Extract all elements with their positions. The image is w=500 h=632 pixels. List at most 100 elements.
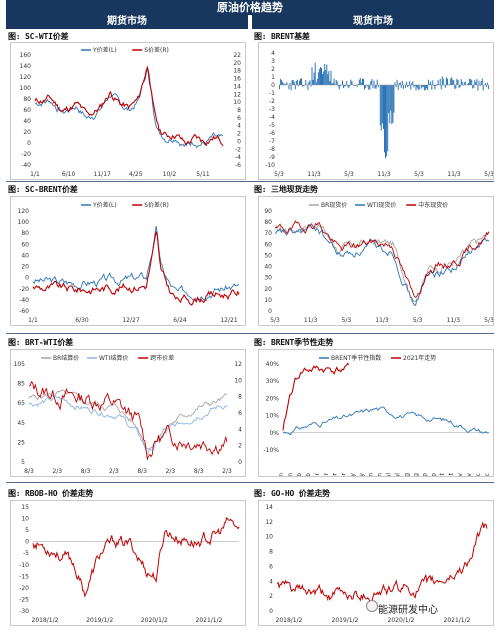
brt-wti-yl-tick-5: 5: [21, 459, 25, 466]
basis-bar: [311, 67, 313, 85]
basis-bar: [479, 85, 481, 86]
goho-x-tick-3: 2021/1/2: [444, 617, 471, 624]
chart-brt-wti: BR结算价 WTI结算价 跨市价差 105 85 65 45 25 5 12 10 8 6 4 2 0 8/3 2…: [10, 349, 246, 477]
brent-basis-x-tick-0: 5/3: [274, 171, 284, 178]
basis-bar: [322, 74, 323, 85]
season-x-tick-21: Nov: [466, 473, 473, 476]
spot-x-tick-2: 5/3: [342, 317, 352, 324]
basis-bar: [288, 85, 290, 90]
basis-bar: [468, 82, 469, 85]
basis-bar: [397, 85, 399, 90]
brt-wti-x-tick-0: 8/3: [24, 468, 34, 475]
basis-bar: [375, 85, 377, 89]
season-legend-1: 2021年走势: [403, 354, 436, 362]
spot-legend-1: WTI现货价: [367, 201, 396, 209]
season-x-tick-7: Apr: [341, 472, 348, 476]
series-2021: [282, 362, 350, 431]
basis-bar: [294, 85, 296, 90]
basis-bar: [471, 79, 473, 85]
basis-bar: [303, 85, 305, 87]
spot-legend-0: BR现货价: [321, 201, 347, 209]
brt-wti-yl-tick-4: 25: [17, 439, 25, 446]
basis-bar: [347, 85, 349, 87]
season-x-tick-2: Feb: [296, 473, 303, 476]
basis-bar: [345, 85, 347, 87]
basis-bar: [334, 84, 336, 85]
series-go-ho: [276, 521, 488, 603]
brent-basis-y-tick-12: -8: [269, 146, 275, 153]
basis-bar: [350, 79, 352, 85]
basis-bar: [355, 84, 357, 85]
basis-bar: [439, 78, 441, 85]
goho-y-tick-4: 6: [269, 563, 273, 570]
brent-basis-x-tick-2: 5/3: [344, 171, 354, 178]
sc-wti-yr-tick-2: 18: [233, 68, 241, 75]
season-x-tick-20: Nov: [457, 473, 464, 476]
basis-bar: [402, 85, 404, 89]
basis-bar: [384, 85, 385, 153]
chart-sc-wti: Y价差(L) S价差(R) 160 140 120 100 80 60 40 20 0 -20 -40 2…: [10, 42, 246, 180]
basis-bar: [449, 84, 451, 85]
season-x-tick-0: Jan: [278, 473, 285, 476]
basis-bar: [461, 81, 463, 85]
basis-bar: [316, 79, 318, 85]
brent-basis-y-tick-2: 2: [271, 66, 275, 73]
basis-bar: [309, 80, 311, 85]
rbob-y-tick-6: -15: [19, 573, 29, 580]
basis-bar: [412, 81, 414, 85]
brt-wti-x-tick-7: 2/3: [222, 468, 232, 475]
brt-wti-yl-tick-3: 45: [17, 420, 25, 427]
basis-bar: [466, 84, 468, 85]
basis-bar: [330, 70, 332, 85]
brent-basis-y-tick-6: -2: [269, 98, 275, 105]
basis-bar: [381, 85, 383, 124]
season-x-tick-15: Aug: [412, 473, 419, 476]
sc-wti-yr-tick-0: 22: [233, 52, 241, 59]
wechat-icon: [366, 600, 378, 612]
basis-bar: [358, 79, 360, 85]
sc-brent-y-tick-1: 100: [18, 219, 30, 226]
brent-basis-y-tick-3: 1: [271, 74, 275, 81]
sc-brent-y-tick-3: 60: [21, 241, 29, 248]
brent-basis-y-tick-7: -3: [269, 106, 275, 113]
goho-y-tick-2: 10: [265, 534, 273, 541]
basis-bar: [313, 72, 315, 85]
goho-x-tick-2: 2020/1/2: [388, 617, 415, 624]
brent-basis-y-tick-14: -10: [265, 162, 275, 169]
spot-x-tick-3: 11/3: [375, 317, 389, 324]
rbob-y-tick-2: 5: [25, 527, 29, 534]
sc-wti-x-tick-5: 5/11: [196, 171, 210, 178]
spot-y-tick-2: 70: [264, 230, 272, 237]
basis-bar: [469, 78, 471, 85]
basis-bar: [430, 81, 432, 85]
sc-brent-y-tick-9: -60: [19, 308, 29, 315]
sc-brent-legend-1: S价差(R): [144, 201, 169, 209]
spot-y-tick-4: 50: [264, 252, 272, 259]
basis-bar: [279, 85, 280, 90]
rbob-x-tick-1: 2019/1/2: [86, 617, 113, 624]
basis-bar: [356, 85, 358, 88]
sc-brent-x-tick-0: 1/1: [28, 317, 38, 324]
season-x-tick-19: Oct: [448, 472, 455, 476]
basis-bar: [297, 85, 299, 87]
basis-bar: [408, 85, 410, 87]
spot-y-tick-5: 40: [264, 264, 272, 271]
series-rbob-ho: [32, 516, 240, 598]
sc-wti-yl-tick-8: 0: [27, 140, 31, 147]
brent-basis-x-tick-4: 5/3: [414, 171, 424, 178]
basis-bar: [429, 83, 431, 85]
basis-bar: [475, 82, 477, 85]
basis-bar: [301, 78, 302, 85]
sc-wti-legend-1: S价差(R): [144, 46, 169, 54]
basis-bar: [284, 84, 286, 85]
series-2: [274, 220, 490, 298]
basis-bar: [374, 85, 376, 89]
basis-bar: [296, 79, 298, 85]
basis-bar: [427, 85, 429, 90]
sc-wti-x-tick-0: 1/1: [30, 171, 40, 178]
basis-bar: [299, 80, 300, 85]
sc-wti-yl-tick-7: 20: [23, 129, 31, 136]
basis-bar: [462, 85, 464, 86]
basis-bar: [474, 79, 476, 85]
